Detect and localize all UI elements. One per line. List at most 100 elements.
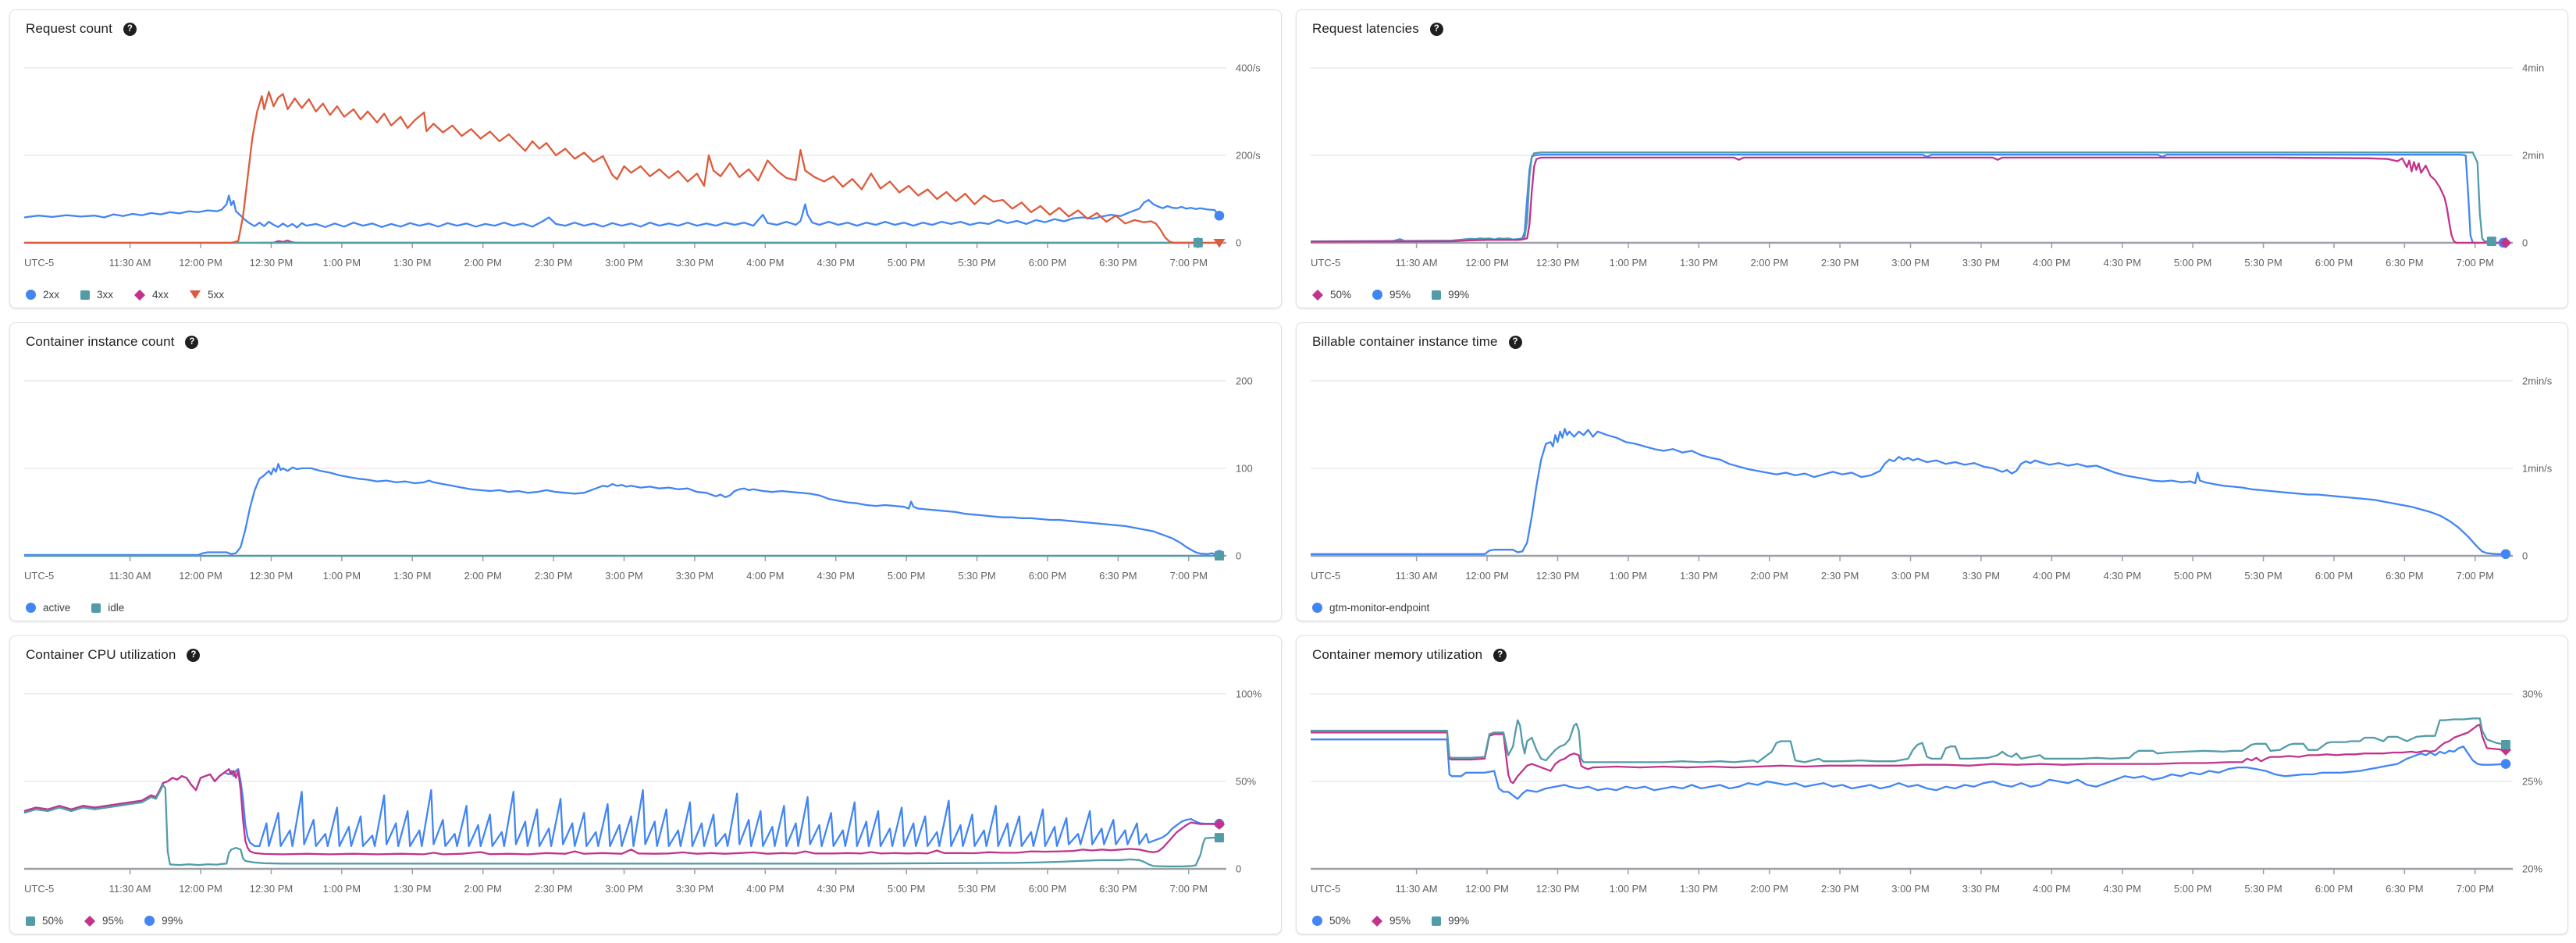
x-axis-label: 6:00 PM <box>2315 883 2353 895</box>
series-line-95% <box>1311 724 2507 785</box>
x-axis-label: 11:30 AM <box>109 257 151 269</box>
help-icon[interactable]: ? <box>1508 335 1522 349</box>
circle-icon <box>26 603 36 613</box>
help-icon[interactable]: ? <box>123 22 137 36</box>
x-axis-label: 4:00 PM <box>746 257 784 269</box>
legend-item-5xx[interactable]: 5xx <box>190 289 224 301</box>
legend-item-gtm-monitor-endpoint[interactable]: gtm-monitor-endpoint <box>1312 602 1429 614</box>
x-axis-label: 6:00 PM <box>2315 570 2353 582</box>
x-axis-label: 5:00 PM <box>888 570 925 582</box>
x-axis-label: 6:00 PM <box>2315 257 2353 269</box>
x-axis-label: 6:00 PM <box>1029 257 1066 269</box>
panel-title: Request count <box>26 21 112 36</box>
legend-label: 2xx <box>43 289 60 301</box>
panel-container-memory-utilization: Container memory utilization? 30% 25% 20% 1… <box>1296 635 2568 934</box>
y-axis-label: 2min/s <box>2522 375 2553 386</box>
panel-title: Container CPU utilization <box>26 647 176 662</box>
y-axis-label: 400/s <box>1236 62 1261 73</box>
container-instance-count-chart[interactable]: 200 100 0 11:30 AM 12:00 PM 12:30 PM 1:00 PM 1:… <box>24 323 1273 592</box>
x-axis-label: 5:30 PM <box>2244 883 2282 895</box>
x-axis-label: 1:00 PM <box>1610 570 1647 582</box>
x-axis-label: 2:30 PM <box>535 570 572 582</box>
legend-item-active[interactable]: active <box>26 602 70 614</box>
y-axis-label: 0 <box>2522 550 2528 562</box>
x-axis-label: 12:30 PM <box>250 883 294 895</box>
x-axis-label: 5:30 PM <box>958 257 995 269</box>
legend-item-99-[interactable]: 99% <box>144 915 183 927</box>
legend-label: 95% <box>1389 289 1411 301</box>
x-axis-label: 5:30 PM <box>2244 570 2282 582</box>
series-line-99% <box>1311 151 2493 243</box>
legend-item-50-[interactable]: 50% <box>1311 289 1351 301</box>
x-axis-label: 7:00 PM <box>2457 570 2494 582</box>
x-axis-label: 1:30 PM <box>393 570 431 582</box>
legend-item-95-[interactable]: 95% <box>1372 289 1411 301</box>
y-axis-label: 0 <box>2522 237 2528 249</box>
y-axis-label: 50% <box>1236 775 1256 787</box>
diamond-icon <box>133 289 146 301</box>
container-memory-utilization-chart[interactable]: 30% 25% 20% 11:30 AM 12:00 PM 12:30 PM 1:00 PM… <box>1311 636 2560 905</box>
x-axis-label: 6:30 PM <box>1099 570 1137 582</box>
x-axis-label: 4:30 PM <box>2104 257 2141 269</box>
x-axis-label: 6:30 PM <box>1099 883 1137 895</box>
panel-title: Container memory utilization <box>1312 647 1483 662</box>
timezone-label: UTC-5 <box>1311 883 1340 895</box>
y-axis-label: 20% <box>2522 863 2542 875</box>
legend-label: 4xx <box>152 289 169 301</box>
panel-request-count: Request count? 400/s 200/s 0 11:30 AM 12:00 … <box>9 9 1282 308</box>
x-axis-label: 3:30 PM <box>1962 570 2000 582</box>
legend-item-2xx[interactable]: 2xx <box>26 289 59 301</box>
diamond-icon <box>1371 915 1383 927</box>
request-count-chart[interactable]: 400/s 200/s 0 11:30 AM 12:00 PM 12:30 PM 1:00 … <box>24 10 1273 279</box>
help-icon[interactable]: ? <box>1493 648 1507 662</box>
legend-item-99-[interactable]: 99% <box>1432 915 1469 927</box>
x-axis-label: 1:30 PM <box>1680 257 1717 269</box>
legend-label: 50% <box>42 915 64 927</box>
x-axis-label: 11:30 AM <box>1396 883 1438 895</box>
x-axis-label: 5:30 PM <box>958 570 995 582</box>
help-icon[interactable]: ? <box>1429 22 1443 36</box>
x-axis-label: 5:30 PM <box>958 883 995 895</box>
legend-item-50-[interactable]: 50% <box>1312 915 1350 927</box>
series-line-50% <box>24 784 1221 868</box>
panel-title: Request latencies <box>1312 21 1419 36</box>
series-line-5xx <box>24 91 1221 244</box>
legend: 50% 95% 99% <box>26 915 183 927</box>
legend-item-4xx[interactable]: 4xx <box>133 289 169 301</box>
x-axis-label: 2:00 PM <box>464 570 501 582</box>
x-axis-label: 12:30 PM <box>250 570 294 582</box>
series-line-95% <box>1311 153 2505 244</box>
x-axis-label: 1:00 PM <box>323 257 361 269</box>
x-axis-label: 3:00 PM <box>605 883 642 895</box>
legend-item-95-[interactable]: 95% <box>84 915 123 927</box>
series-line-2xx <box>24 194 1221 229</box>
request-latencies-chart[interactable]: 4min 2min 0 11:30 AM 12:00 PM 12:30 PM 1:00 PM… <box>1311 10 2560 279</box>
x-axis-label: 6:30 PM <box>1099 257 1137 269</box>
x-axis-label: 12:00 PM <box>179 883 222 895</box>
x-axis-label: 3:00 PM <box>1891 883 1929 895</box>
billable-container-instance-time-chart[interactable]: 2min/s 1min/s 0 11:30 AM 12:00 PM 12:30 PM 1:0… <box>1311 323 2560 592</box>
x-axis-label: 12:30 PM <box>250 257 294 269</box>
y-axis-label: 0 <box>1236 550 1241 562</box>
x-axis-label: 2:30 PM <box>535 257 572 269</box>
legend-item-95-[interactable]: 95% <box>1371 915 1411 927</box>
legend-item-99-[interactable]: 99% <box>1432 289 1469 301</box>
help-icon[interactable]: ? <box>185 335 199 349</box>
panel-title: Billable container instance time <box>1312 334 1498 349</box>
legend-item-idle[interactable]: idle <box>91 602 124 614</box>
diamond-icon <box>1311 289 1324 301</box>
x-axis-label: 2:30 PM <box>535 883 572 895</box>
help-icon[interactable]: ? <box>187 648 201 662</box>
x-axis-label: 6:30 PM <box>2386 257 2423 269</box>
series-line-95% <box>24 768 1221 856</box>
diamond-icon <box>84 915 96 927</box>
y-axis-label: 4min <box>2522 62 2544 74</box>
x-axis-label: 11:30 AM <box>109 570 151 582</box>
x-axis-label: 1:00 PM <box>323 570 361 582</box>
container-cpu-utilization-chart[interactable]: 100% 50% 0 11:30 AM 12:00 PM 12:30 PM 1:00 PM 1… <box>24 636 1273 905</box>
circle-icon <box>26 290 36 300</box>
legend-item-3xx[interactable]: 3xx <box>80 289 113 301</box>
legend-item-50-[interactable]: 50% <box>26 915 63 927</box>
series-line-99% <box>1311 717 2507 763</box>
x-axis-label: 12:00 PM <box>1465 570 1509 582</box>
